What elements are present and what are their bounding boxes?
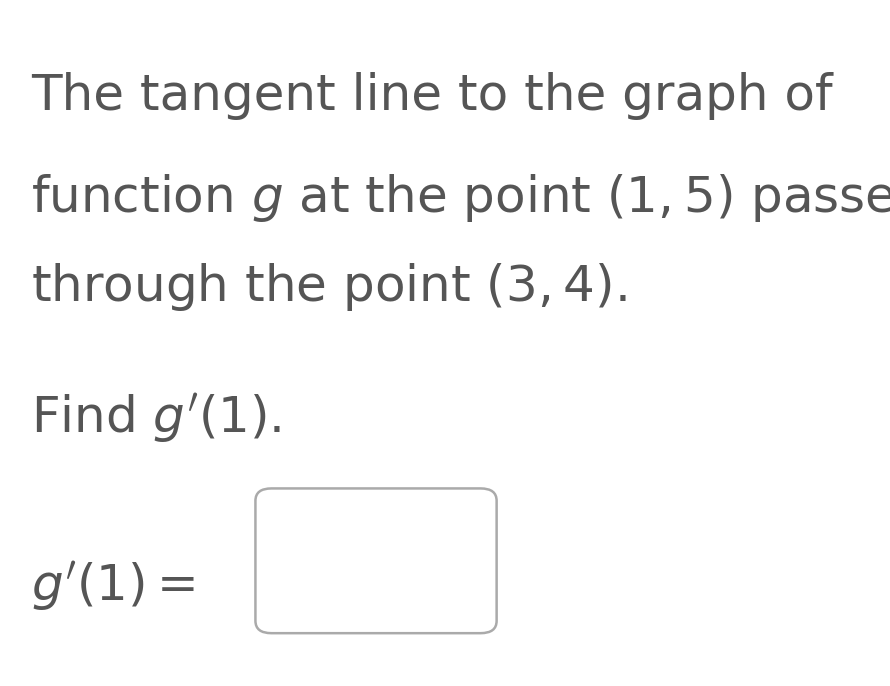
Text: through the point $\left(3, 4\right).$: through the point $\left(3, 4\right).$ — [31, 261, 627, 313]
Text: $g'(1) =$: $g'(1) =$ — [31, 559, 195, 613]
Text: Find $g'(1).$: Find $g'(1).$ — [31, 391, 281, 445]
Text: function $g$ at the point $\left(1, 5\right)$ passes: function $g$ at the point $\left(1, 5\ri… — [31, 172, 890, 224]
FancyBboxPatch shape — [255, 488, 497, 633]
Text: The tangent line to the graph of: The tangent line to the graph of — [31, 72, 833, 120]
